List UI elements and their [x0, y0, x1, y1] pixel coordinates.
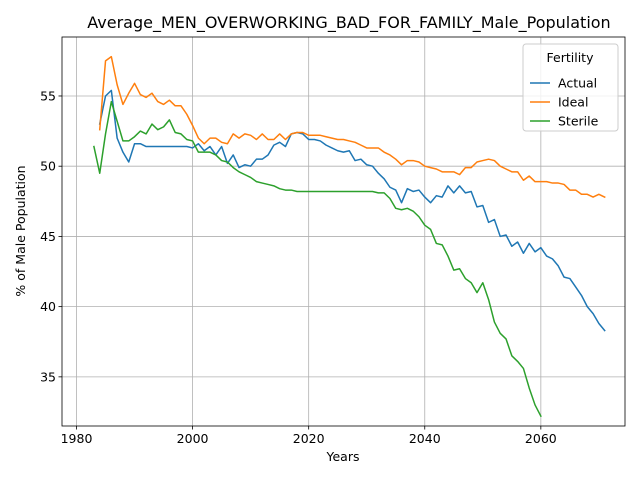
- y-axis-label: % of Male Population: [13, 165, 28, 296]
- series-lines: [93, 55, 606, 418]
- x-tick-label: 2000: [177, 431, 209, 446]
- y-axis: 35 40 45 50 55: [40, 88, 62, 384]
- y-tick-label: 45: [40, 229, 56, 244]
- legend-label-sterile: Sterile: [558, 114, 599, 129]
- legend-title: Fertility: [547, 50, 595, 65]
- legend: Fertility Actual Ideal Sterile: [522, 43, 619, 132]
- x-tick-label: 1980: [61, 431, 93, 446]
- y-tick-label: 35: [40, 369, 56, 384]
- plot-frame: [61, 36, 626, 427]
- x-axis-label: Years: [326, 449, 360, 464]
- legend-label-ideal: Ideal: [558, 95, 588, 110]
- x-tick-label: 2020: [293, 431, 325, 446]
- y-tick-label: 40: [40, 299, 56, 314]
- x-tick-label: 2040: [409, 431, 441, 446]
- series-line-sterile: [93, 100, 542, 418]
- legend-items: Actual Ideal Sterile: [530, 76, 599, 129]
- legend-label-actual: Actual: [558, 76, 597, 91]
- chart-title: Average_MEN_OVERWORKING_BAD_FOR_FAMILY_M…: [87, 13, 610, 33]
- series-line-ideal: [98, 55, 606, 199]
- x-tick-label: 2060: [525, 431, 557, 446]
- x-axis: 1980 2000 2020 2040 2060: [61, 426, 557, 446]
- y-tick-label: 55: [40, 88, 56, 103]
- y-tick-label: 50: [40, 159, 56, 174]
- series-line-actual: [98, 89, 606, 332]
- legend-box: [522, 43, 619, 132]
